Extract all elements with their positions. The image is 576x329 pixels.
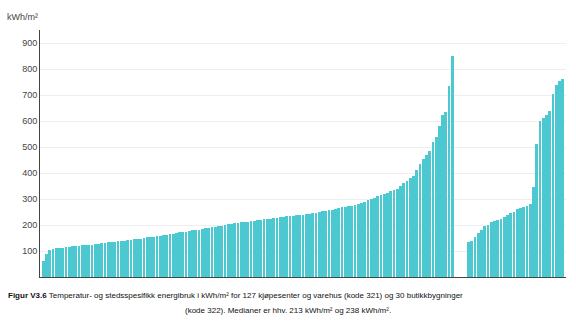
svg-text:300: 300 [22, 194, 37, 204]
svg-text:kWh/m²: kWh/m² [7, 12, 38, 22]
svg-text:Figur V3.6 Temperatur- og sted: Figur V3.6 Temperatur- og stedsspesifikk… [8, 291, 463, 300]
svg-text:400: 400 [22, 168, 37, 178]
svg-text:100: 100 [22, 246, 37, 256]
svg-text:700: 700 [22, 90, 37, 100]
svg-text:800: 800 [22, 64, 37, 74]
svg-text:200: 200 [22, 220, 37, 230]
svg-text:900: 900 [22, 38, 37, 48]
svg-text:600: 600 [22, 116, 37, 126]
svg-text:(kode 322). Medianer er hhv. 2: (kode 322). Medianer er hhv. 213 kWh/m² … [185, 306, 391, 315]
svg-text:500: 500 [22, 142, 37, 152]
